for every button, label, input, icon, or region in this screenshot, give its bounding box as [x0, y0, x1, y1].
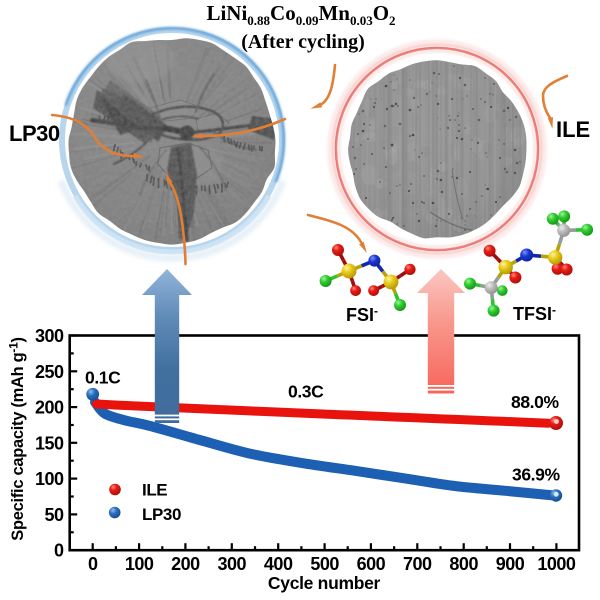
svg-text:ILE: ILE — [142, 481, 167, 500]
svg-text:50: 50 — [44, 505, 64, 525]
svg-text:400: 400 — [264, 554, 293, 574]
svg-text:(After cycling): (After cycling) — [241, 31, 364, 53]
svg-text:600: 600 — [357, 554, 386, 574]
svg-text:0.3C: 0.3C — [288, 382, 324, 402]
svg-text:1000: 1000 — [537, 554, 576, 574]
svg-text:LP30: LP30 — [142, 505, 181, 524]
svg-text:ILE: ILE — [556, 117, 590, 142]
svg-text:Specific capacity (mAh g-1): Specific capacity (mAh g-1) — [7, 337, 28, 540]
svg-text:TFSI-: TFSI- — [513, 303, 556, 324]
svg-text:300: 300 — [35, 326, 64, 346]
svg-text:36.9%: 36.9% — [512, 465, 560, 485]
svg-text:500: 500 — [310, 554, 339, 574]
svg-text:100: 100 — [35, 469, 64, 489]
svg-text:88.0%: 88.0% — [511, 392, 559, 412]
svg-text:100: 100 — [125, 554, 154, 574]
svg-text:FSI-: FSI- — [346, 304, 378, 325]
svg-text:200: 200 — [171, 554, 200, 574]
svg-text:700: 700 — [403, 554, 432, 574]
svg-text:800: 800 — [449, 554, 478, 574]
svg-text:0.1C: 0.1C — [85, 368, 121, 388]
svg-text:200: 200 — [35, 398, 64, 418]
svg-text:0: 0 — [88, 554, 98, 574]
svg-text:Cycle number: Cycle number — [268, 573, 381, 593]
svg-text:300: 300 — [218, 554, 247, 574]
svg-text:0: 0 — [54, 541, 64, 561]
svg-text:LP30: LP30 — [9, 121, 60, 146]
svg-text:250: 250 — [35, 362, 64, 382]
svg-text:150: 150 — [35, 433, 64, 453]
svg-text:900: 900 — [496, 554, 525, 574]
